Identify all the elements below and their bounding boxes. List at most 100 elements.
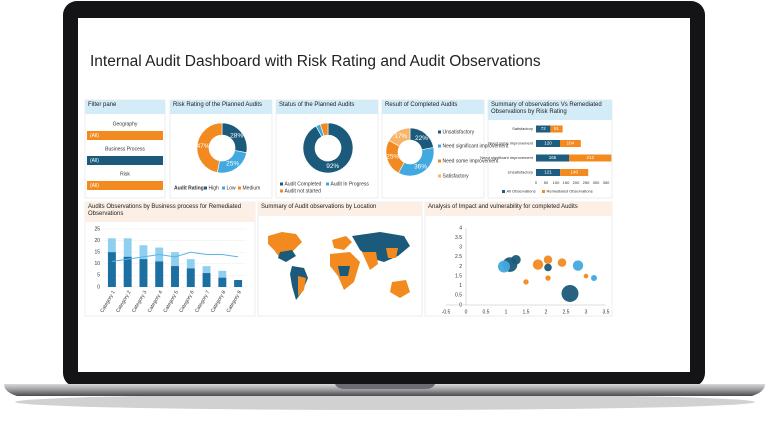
donut-slice (302, 122, 354, 174)
y-tick-label: 0 (97, 284, 100, 290)
donut-slice (388, 127, 411, 147)
x-tick-label: 1 (505, 309, 508, 315)
x-tick-label: 3 (585, 309, 588, 315)
panel-title: Result of Completed Audits (385, 102, 458, 108)
filter-label: Risk (120, 171, 130, 177)
bubble (523, 279, 529, 285)
bubble (590, 275, 598, 282)
x-tick-label: 0 (535, 180, 538, 185)
legend-label: Unsatisfactory (443, 129, 475, 135)
panel (169, 99, 273, 199)
data-label: 47% (197, 143, 210, 150)
china (386, 248, 398, 258)
data-label: 22% (415, 135, 428, 142)
bubble (497, 260, 511, 273)
bar (202, 273, 211, 287)
bubble (583, 273, 589, 279)
legend-label: Audit not started (285, 188, 322, 194)
bar (155, 261, 164, 287)
laptop-base (4, 384, 765, 396)
bar (218, 277, 227, 287)
line (111, 251, 239, 262)
y-tick-label: Need some improvement (488, 141, 534, 146)
x-tick-label: 2.5 (563, 309, 570, 315)
panel (275, 99, 379, 199)
panel-title-box: Risk Rating of the Planned Audits (173, 102, 262, 108)
legend-swatch (542, 190, 545, 193)
legend-label: Need significant improvement (443, 143, 509, 149)
panel-header (85, 100, 165, 114)
panel-title-box: Summary of Audit observations by Locatio… (261, 204, 376, 210)
legend-swatch (502, 190, 505, 193)
bar (139, 259, 148, 287)
filter-dropdown (87, 156, 163, 165)
data-label: 104 (567, 141, 575, 146)
panel-header (258, 202, 422, 216)
bar (569, 154, 612, 162)
y-tick-label: 0 (459, 302, 462, 308)
bar (186, 268, 195, 287)
x-tick-label: 350 (603, 180, 610, 185)
legend-label: Medium (243, 185, 261, 191)
filter-label: Geography (113, 121, 138, 127)
data-label: 140 (570, 170, 578, 175)
panel-title-box: Filter pane (88, 102, 117, 108)
legend-swatch (204, 186, 207, 190)
legend-label: Audit Completed (285, 181, 322, 187)
panel-title-box: Summary of observations Vs Remediated Ob… (491, 102, 602, 115)
bar (536, 169, 561, 176)
x-tick-label: 250 (583, 180, 590, 185)
filter-value: (All) (90, 133, 99, 139)
filter-value: (All) (90, 158, 99, 164)
bubble (544, 263, 552, 272)
y-tick-label: 0.5 (455, 293, 462, 299)
legend-swatch (438, 130, 441, 134)
world-map (268, 232, 410, 300)
legend-swatch (280, 189, 283, 193)
y-tick-label: 1.5 (455, 273, 462, 279)
bar (536, 154, 569, 162)
data-label: 212 (586, 155, 594, 160)
panel-title: Status of the Planned Audits (279, 102, 355, 108)
data-label: 120 (544, 141, 552, 146)
bubble (543, 255, 553, 265)
data-label: 61 (554, 126, 560, 131)
notch (335, 384, 435, 389)
bar (550, 125, 563, 133)
filter-value: (All) (90, 183, 99, 189)
panel-header (425, 202, 612, 216)
bubble (532, 259, 544, 270)
legend-swatch (438, 159, 441, 163)
data-label: 25% (226, 160, 239, 167)
bubble (545, 275, 551, 281)
y-tick-label: 25 (94, 226, 100, 232)
legend-swatch (326, 182, 329, 186)
donut-slice (319, 122, 329, 137)
legend-swatch (222, 186, 225, 190)
y-tick-label: 20 (94, 238, 100, 244)
data-label: 25% (386, 154, 399, 161)
y-tick-label: 3.5 (455, 235, 462, 241)
panel-header (276, 100, 378, 114)
bubble (561, 284, 579, 302)
india (362, 252, 378, 270)
panel-title: Summary of observations Vs Remediated Ob… (491, 102, 602, 115)
y-tick-label: 2.5 (455, 254, 462, 260)
panel-title-box: Status of the Planned Audits (279, 102, 355, 108)
bar (123, 256, 132, 287)
legend-label: Need some improvement (443, 158, 499, 164)
legend-swatch (238, 186, 241, 190)
data-label: 121 (544, 170, 552, 175)
y-tick-label: 5 (97, 273, 100, 279)
shadow (15, 394, 755, 410)
data-label: 165 (549, 155, 557, 160)
x-tick-label: 3.5 (603, 309, 610, 315)
legend-label: Remediated Observations (547, 189, 593, 194)
y-tick-label: 15 (94, 250, 100, 256)
panel-title: Audits Observations by Business process … (88, 204, 242, 217)
panel-header (488, 100, 612, 120)
bar (536, 140, 560, 147)
filter-label: Business Process (105, 146, 145, 152)
panel-title: Filter pane (88, 102, 117, 108)
